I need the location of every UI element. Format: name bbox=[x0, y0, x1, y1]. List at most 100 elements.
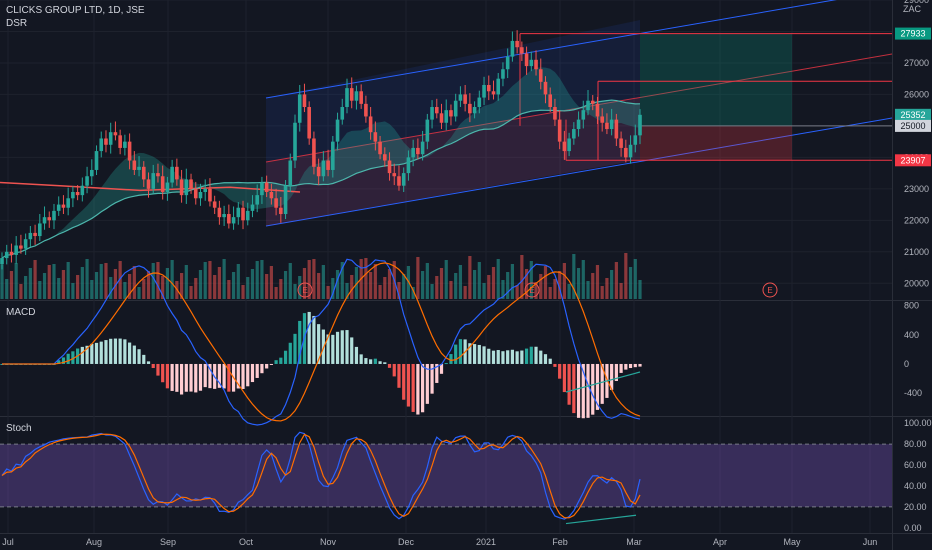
volume-bar bbox=[619, 283, 623, 299]
candle-body bbox=[9, 251, 14, 255]
macd-histogram-bar bbox=[458, 339, 463, 364]
volume-bar bbox=[638, 280, 642, 299]
macd-histogram-bar bbox=[595, 363, 600, 410]
channel-lower-line bbox=[265, 117, 893, 227]
earnings-marker bbox=[762, 282, 778, 298]
volume-bar bbox=[444, 260, 448, 299]
candle-body bbox=[538, 69, 543, 82]
volume-bar bbox=[614, 262, 618, 299]
macd-histogram-bar bbox=[529, 346, 533, 364]
macd-histogram-bar bbox=[142, 354, 146, 364]
macd-histogram-bar bbox=[85, 345, 89, 364]
candle-body bbox=[524, 53, 529, 67]
macd-histogram-bar bbox=[217, 363, 221, 388]
candle-body bbox=[472, 107, 477, 114]
candle-body bbox=[108, 132, 113, 145]
volume-bar bbox=[194, 278, 198, 299]
volume-bar bbox=[9, 271, 14, 299]
candle-body bbox=[274, 198, 278, 208]
volume-bar bbox=[487, 275, 491, 299]
volume-bar bbox=[42, 273, 47, 299]
candle-body bbox=[383, 154, 387, 161]
volume-bar bbox=[151, 263, 155, 299]
candle-body bbox=[179, 179, 184, 196]
long-ma-line bbox=[0, 181, 301, 193]
candle-body bbox=[307, 107, 311, 139]
volume-bar bbox=[520, 255, 524, 299]
volume-bar bbox=[510, 264, 514, 299]
time-tick-label: Jul bbox=[2, 537, 14, 547]
volume-bar bbox=[298, 276, 302, 299]
candle-body bbox=[156, 173, 160, 177]
stoch-tick-label: 40.00 bbox=[904, 481, 927, 491]
candle-body bbox=[576, 119, 581, 130]
candle-body bbox=[0, 258, 4, 265]
time-tick-label: May bbox=[783, 537, 801, 547]
macd-histogram-bar bbox=[586, 363, 590, 418]
candle-body bbox=[520, 47, 524, 54]
volume-bar bbox=[307, 260, 311, 299]
symbol-title: CLICKS GROUP LTD, 1D, JSE bbox=[6, 5, 145, 16]
candle-body bbox=[203, 188, 208, 192]
volume-bar bbox=[137, 287, 141, 299]
candle-body bbox=[548, 94, 553, 108]
macd-histogram-bar bbox=[109, 338, 113, 364]
candle-body bbox=[14, 245, 18, 255]
candle-body bbox=[416, 147, 420, 155]
price-tick-label: 20000 bbox=[904, 278, 929, 288]
macd-histogram-bar bbox=[524, 348, 529, 364]
macd-histogram-bar bbox=[468, 343, 472, 364]
candle-body bbox=[609, 119, 614, 130]
volume-bar bbox=[317, 273, 321, 299]
macd-histogram-bar bbox=[208, 363, 212, 389]
macd-histogram-bar bbox=[610, 363, 614, 390]
volume-bar bbox=[567, 284, 571, 299]
volume-bar bbox=[463, 286, 467, 299]
candle-body bbox=[605, 122, 609, 130]
macd-histogram-bar bbox=[184, 363, 188, 392]
ma-ribbon bbox=[2, 67, 640, 259]
time-tick-label: Sep bbox=[160, 537, 176, 547]
volume-bar bbox=[468, 256, 472, 299]
macd-histogram-bar bbox=[411, 363, 415, 412]
macd-histogram-bar bbox=[572, 363, 576, 414]
candle-body bbox=[349, 88, 354, 101]
candle-body bbox=[501, 69, 505, 79]
volume-bar bbox=[109, 277, 113, 299]
candle-body bbox=[468, 103, 472, 114]
macd-histogram-bar bbox=[501, 351, 505, 364]
volume-bar bbox=[104, 263, 108, 299]
volume-bar bbox=[184, 265, 188, 299]
price-label: 27933 bbox=[900, 29, 925, 39]
macd-histogram-bar bbox=[265, 363, 269, 369]
candle-body bbox=[165, 182, 170, 192]
channel-upper-line bbox=[265, 0, 837, 99]
volume-bar bbox=[586, 281, 590, 299]
candle-body bbox=[482, 84, 486, 98]
candle-body bbox=[486, 84, 491, 92]
volume-bar bbox=[605, 278, 609, 299]
volume-bar bbox=[335, 270, 340, 299]
volume-bar bbox=[515, 285, 519, 299]
candle-body bbox=[302, 94, 307, 108]
candle-body bbox=[184, 179, 189, 196]
macd-histogram-bar bbox=[591, 363, 595, 415]
volume-bar bbox=[279, 279, 283, 299]
candle-body bbox=[255, 195, 259, 205]
macd-histogram-bar bbox=[0, 363, 4, 365]
volume-bar bbox=[146, 271, 151, 299]
macd-histogram-bar bbox=[558, 363, 562, 379]
macd-histogram-bar bbox=[57, 360, 61, 364]
candle-body bbox=[505, 56, 510, 70]
macd-histogram-bar bbox=[520, 350, 524, 364]
candle-body bbox=[439, 113, 444, 123]
volume-bar bbox=[47, 265, 51, 299]
macd-histogram-bar bbox=[137, 349, 141, 364]
candle-body bbox=[245, 210, 250, 221]
candle-body bbox=[397, 176, 401, 186]
macd-histogram-bar bbox=[383, 362, 387, 364]
price-label: 23907 bbox=[900, 155, 925, 165]
signal-line bbox=[2, 262, 641, 422]
volume-bar bbox=[491, 267, 496, 299]
